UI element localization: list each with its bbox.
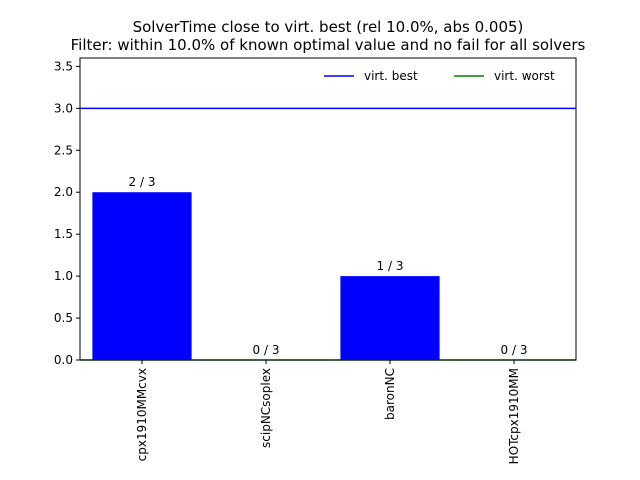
x-tick-label-cpx1910MMcvx: cpx1910MMcvx <box>135 368 149 461</box>
y-tick-label: 2.0 <box>54 185 73 199</box>
y-tick-label: 3.0 <box>54 101 73 115</box>
legend-entry-0: virt. best <box>364 69 418 83</box>
bar-baronNC <box>340 276 440 360</box>
y-tick-label: 2.5 <box>54 143 73 157</box>
y-tick-label: 0.0 <box>54 353 73 367</box>
chart-title-line-1: SolverTime close to virt. best (rel 10.0… <box>133 18 524 36</box>
bar-label-scipNCsoplex: 0 / 3 <box>253 343 280 357</box>
bar-cpx1910MMcvx <box>92 192 192 360</box>
y-tick-label: 3.5 <box>54 59 73 73</box>
bar-label-baronNC: 1 / 3 <box>377 259 404 273</box>
y-tick-label: 1.5 <box>54 227 73 241</box>
x-tick-label-baronNC: baronNC <box>383 368 397 420</box>
y-tick-label: 1.0 <box>54 269 73 283</box>
axes-frame <box>79 57 577 361</box>
plot-area: 2 / 3 0 / 3 1 / 3 0 / 3 0.0 0.5 1.0 1.5 2.0 2.5 3.… <box>54 57 577 464</box>
bar-label-cpx1910MMcvx: 2 / 3 <box>129 175 156 189</box>
x-tick-label-HOTcpx1910MM: HOTcpx1910MM <box>507 368 521 464</box>
chart-title-line-2: Filter: within 10.0% of known optimal va… <box>71 36 586 54</box>
x-tick-label-scipNCsoplex: scipNCsoplex <box>259 368 273 448</box>
y-tick-label: 0.5 <box>54 311 73 325</box>
bar-label-HOTcpx1910MM: 0 / 3 <box>501 343 528 357</box>
legend-entry-1: virt. worst <box>494 69 555 83</box>
